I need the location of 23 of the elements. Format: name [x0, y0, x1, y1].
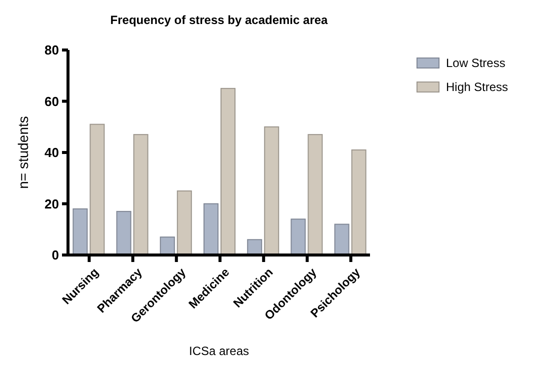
y-tick-label: 0 [52, 248, 59, 263]
bar [133, 134, 148, 256]
y-axis-title: n= students [15, 116, 31, 189]
chart-title: Frequency of stress by academic area [110, 13, 328, 27]
bar [116, 210, 132, 256]
y-tick-label: 40 [44, 145, 59, 160]
legend-label: Low Stress [446, 56, 506, 70]
bar [176, 190, 192, 256]
bar [220, 88, 236, 256]
bar [351, 149, 366, 256]
bar [72, 208, 88, 256]
bar [160, 236, 175, 256]
y-tick-label: 80 [44, 42, 59, 58]
y-tick-label: 20 [44, 196, 59, 212]
bar [264, 126, 280, 256]
x-axis-title: ICSa areas [188, 344, 250, 358]
bar [334, 224, 350, 256]
bar [290, 218, 306, 256]
bar [308, 134, 323, 256]
legend-label: High Stress [446, 80, 508, 94]
y-tick-label: 60 [44, 94, 59, 109]
bar [90, 124, 105, 256]
bar [203, 203, 218, 256]
